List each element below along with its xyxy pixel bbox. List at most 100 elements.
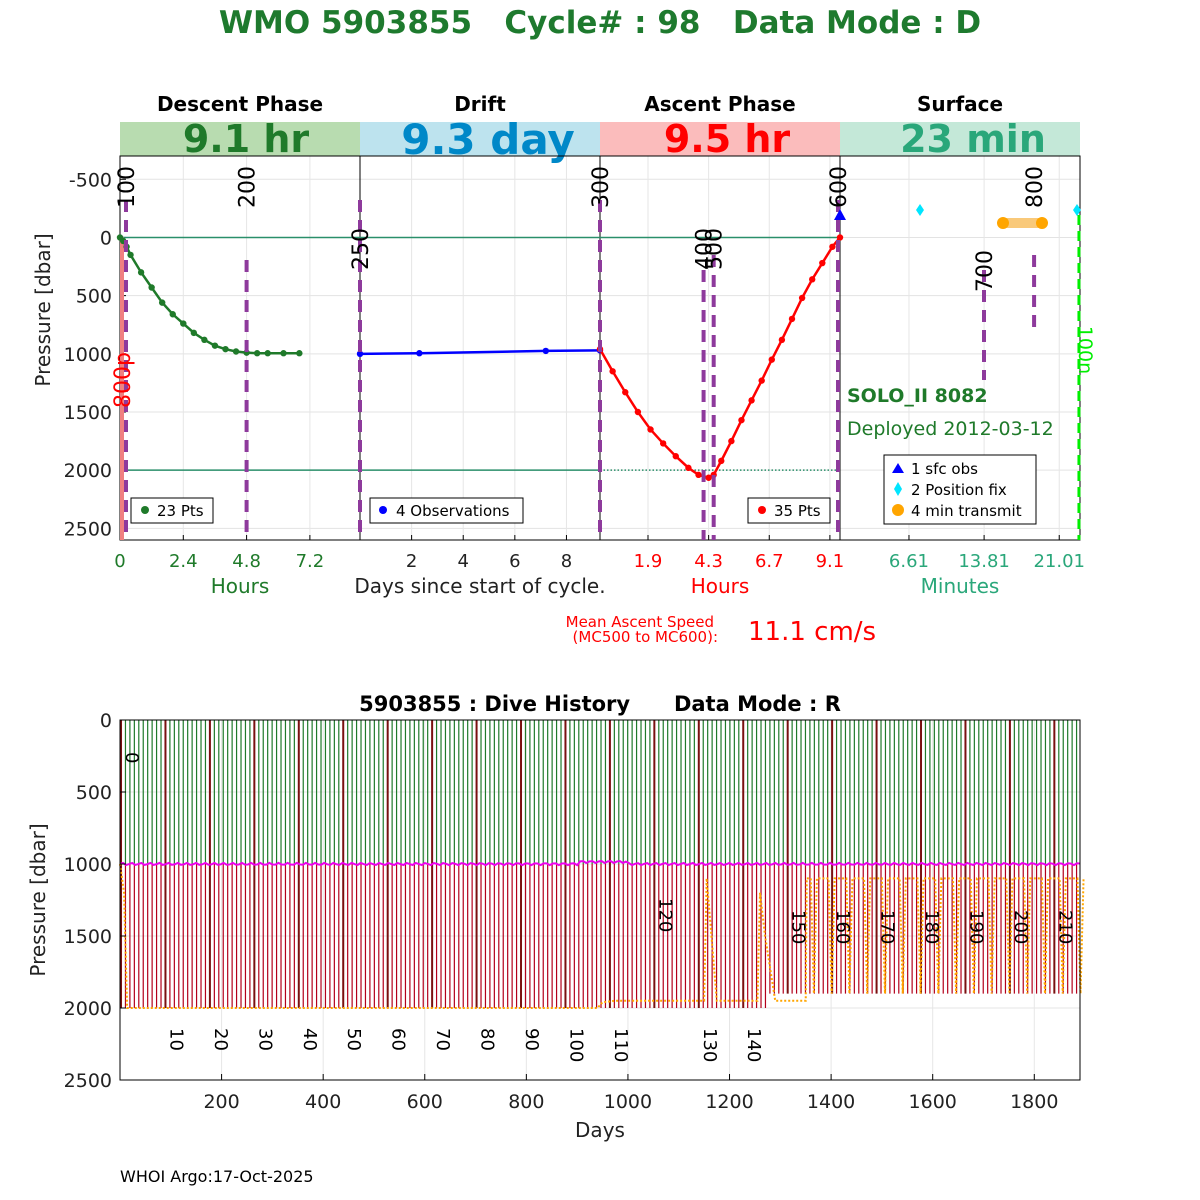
float-deployed: Deployed 2012-03-12 <box>847 418 1054 440</box>
y-tick-label: 500 <box>76 286 112 308</box>
ascent-legend: 35 Pts <box>747 497 831 524</box>
x-tick-label: 1200 <box>705 1091 753 1113</box>
park-pressure-trace <box>119 859 1081 867</box>
data-point <box>127 251 134 259</box>
ascent-speed-value: 11.1 cm/s <box>748 617 876 647</box>
side-label-800p: 800p <box>111 352 136 408</box>
drift-legend: 4 Observations <box>369 497 524 524</box>
data-point <box>232 348 240 355</box>
drift-legend-text: 4 Observations <box>396 502 510 520</box>
mission-code-label: 600 <box>827 166 852 208</box>
cycle-label: 80 <box>477 1028 498 1051</box>
transmit-start-marker <box>997 217 1009 229</box>
dive-history-title: 5903855 : Dive History Data Mode : R <box>359 692 841 716</box>
sfc-obs-legend-marker <box>892 463 904 473</box>
cycle-label: 90 <box>521 1028 542 1051</box>
data-point <box>836 234 844 241</box>
data-point <box>201 336 208 344</box>
cycle-label: 160 <box>832 910 853 944</box>
y-tick-label: -500 <box>69 169 112 191</box>
float-model: SOLO_II 8082 <box>847 385 988 407</box>
drift-legend-marker <box>379 506 387 514</box>
x-tick-label: 0 <box>114 551 125 572</box>
cycle-label: 60 <box>388 1028 409 1051</box>
x-tick-label: 200 <box>203 1091 239 1113</box>
mission-code-label: 500 <box>703 228 728 270</box>
mission-code-label: 200 <box>236 166 261 208</box>
data-point <box>222 345 229 353</box>
position-fix-marker <box>916 204 924 216</box>
descent-band <box>120 122 360 156</box>
ascent-speed-label-1: Mean Ascent Speed <box>566 613 714 631</box>
ascent-speed-label-2: (MC500 to MC600): <box>573 628 718 646</box>
y-tick-label: 2500 <box>64 518 112 540</box>
sfc-obs-marker <box>834 209 846 220</box>
footer-credit: WHOI Argo:17-Oct-2025 <box>120 1167 314 1186</box>
cycle-label: 100 <box>565 1028 586 1062</box>
x-tick-label: 8 <box>561 551 572 572</box>
data-point <box>809 276 816 283</box>
data-point <box>768 356 775 363</box>
mission-code-label: 300 <box>589 166 614 208</box>
x-tick-label: 400 <box>305 1091 341 1113</box>
data-point <box>137 269 145 276</box>
data-point <box>356 350 364 358</box>
cycle-label: 40 <box>299 1028 320 1051</box>
mission-code-label: 100n <box>1074 326 1096 374</box>
bottom-x-axis-label: Days <box>575 1118 625 1142</box>
x-tick-label: 9.1 <box>816 551 845 572</box>
cycle-chart: Descent Phase Drift Ascent Phase Surface… <box>31 92 1096 647</box>
descent-legend-marker <box>141 506 149 514</box>
data-point <box>748 397 755 404</box>
phase-header-descent: Descent Phase <box>157 92 323 116</box>
data-point <box>798 294 806 302</box>
bottom-y-axis-label: Pressure [dbar] <box>26 823 50 976</box>
bottom-axes: 200 400 600 800 1000 1200 1400 1600 180005001000… <box>64 710 1059 1113</box>
surface-legend: 1 sfc obs 2 Position fix 4 min transmit <box>883 454 1037 525</box>
y-tick-label: 2500 <box>64 1070 112 1092</box>
position-fix-marker <box>1073 204 1081 216</box>
cycle-label: 0 <box>121 752 142 763</box>
cycle-label: 210 <box>1054 910 1075 944</box>
x-tick-label: 800 <box>508 1091 544 1113</box>
surface-band <box>840 122 1080 156</box>
data-point <box>169 311 176 318</box>
y-tick-label: 1000 <box>64 344 112 366</box>
x-tick-label: 1000 <box>604 1091 652 1113</box>
data-point <box>695 471 702 479</box>
cycle-label: 120 <box>654 898 675 932</box>
x-tick-label: 6 <box>509 551 520 572</box>
drift-duration: 9.3 day <box>401 115 575 164</box>
red-edge-bar <box>120 237 124 541</box>
data-point <box>190 329 198 337</box>
phase-header-surface: Surface <box>917 92 1003 116</box>
y-tick-label: 2000 <box>64 998 112 1020</box>
y-tick-label: 500 <box>76 782 112 804</box>
data-point <box>158 299 166 306</box>
data-point <box>788 315 796 323</box>
ascent-legend-marker <box>758 506 766 514</box>
cycle-label: 130 <box>699 1028 720 1062</box>
drift-line <box>359 349 601 356</box>
mission-code-label: 250 <box>349 228 374 270</box>
x-tick-label: 6.7 <box>755 551 784 572</box>
ascent-axis-label: Hours <box>691 574 750 598</box>
cycle-label: 30 <box>254 1028 275 1051</box>
mission-code-label: 700 <box>973 250 998 292</box>
drift-band <box>360 122 600 156</box>
descent-legend: 23 Pts <box>130 497 214 524</box>
cycle-label: 170 <box>877 910 898 944</box>
top-y-axis-label: Pressure [dbar] <box>31 233 55 386</box>
drift-axis-label: Days since start of cycle. <box>354 574 605 598</box>
y-tick-label: 0 <box>100 710 112 732</box>
descent-legend-text: 23 Pts <box>157 502 204 520</box>
data-point <box>622 389 629 396</box>
data-point <box>416 350 423 357</box>
data-point <box>180 320 187 327</box>
x-tick-label: 13.81 <box>958 551 1010 572</box>
x-tick-label: 1400 <box>807 1091 855 1113</box>
data-point <box>634 408 642 416</box>
